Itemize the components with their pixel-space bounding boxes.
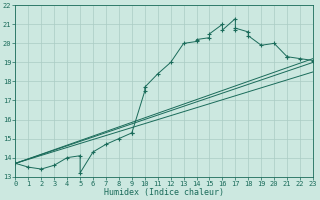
X-axis label: Humidex (Indice chaleur): Humidex (Indice chaleur)	[104, 188, 224, 197]
